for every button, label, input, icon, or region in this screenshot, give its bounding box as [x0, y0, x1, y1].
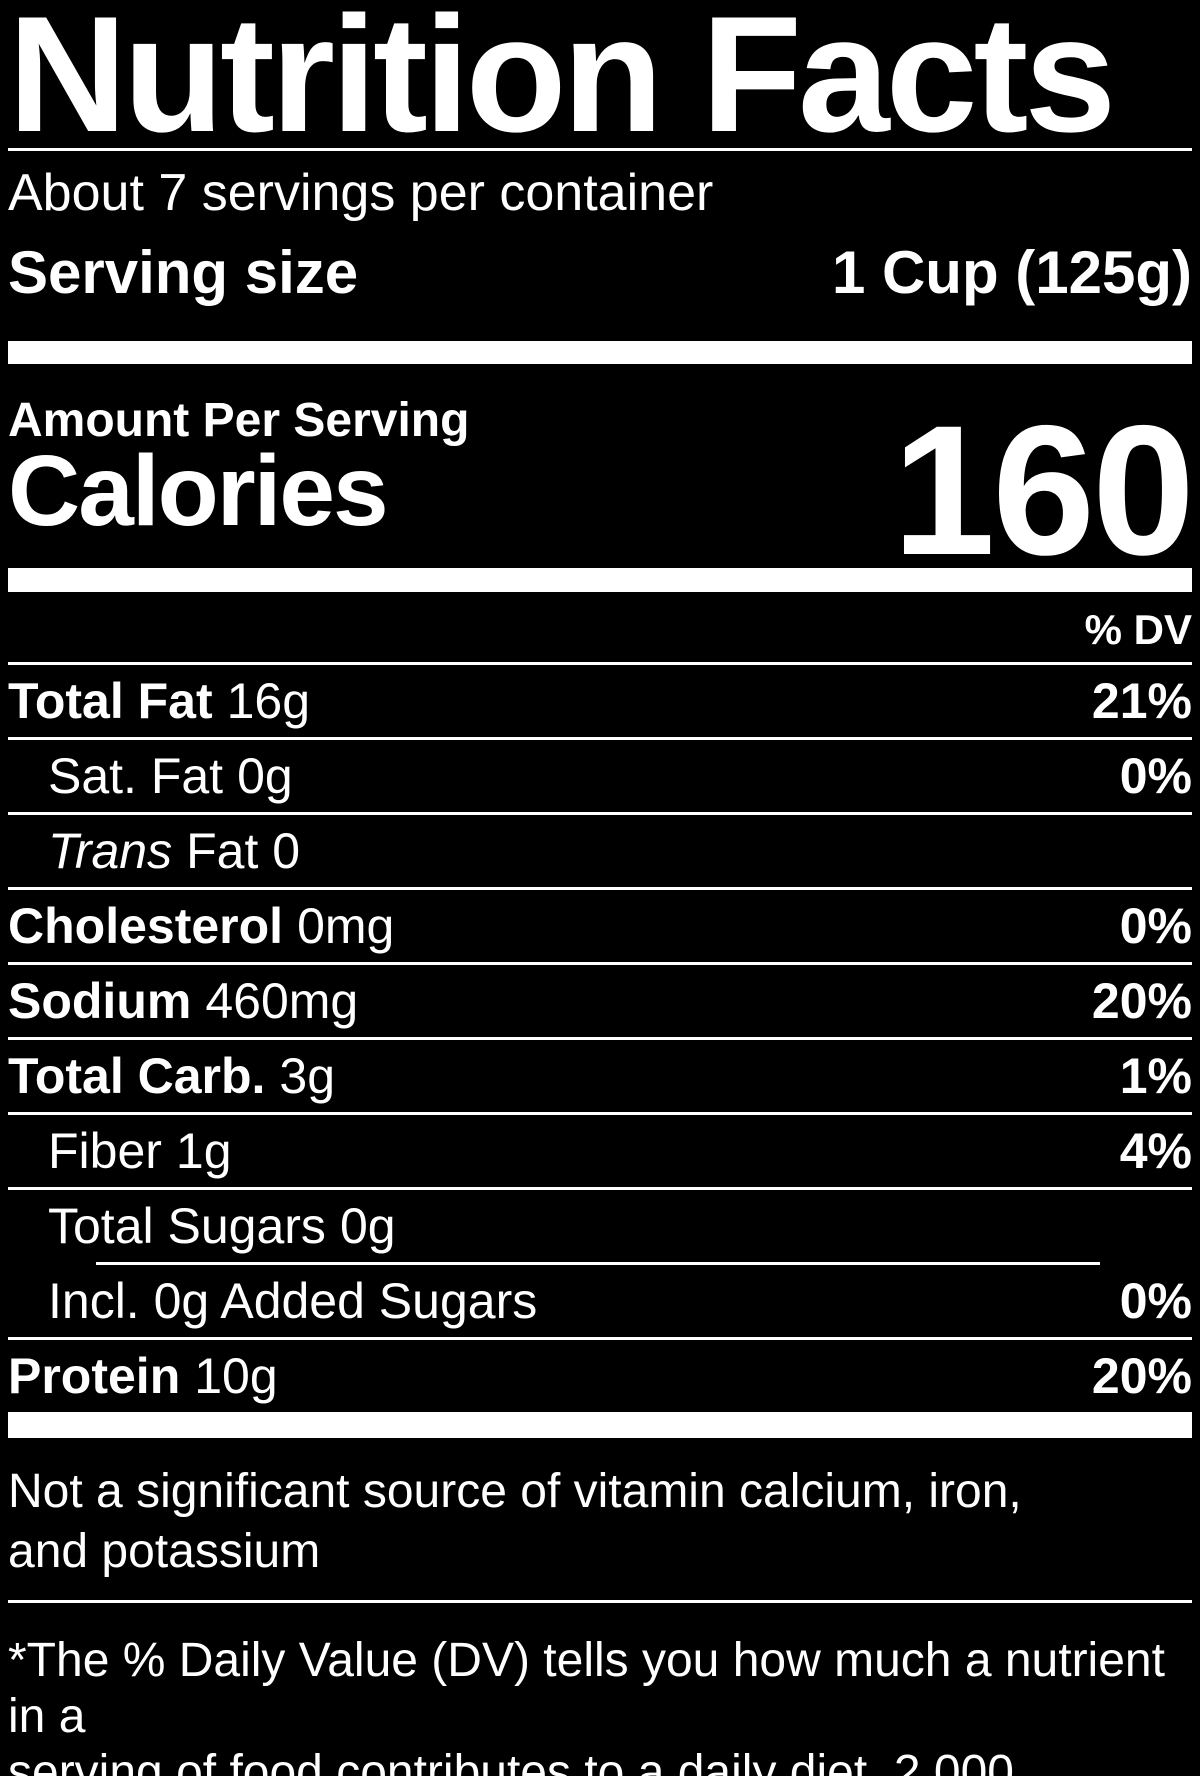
thick-separator-top: [8, 341, 1192, 364]
daily-value-header: % DV: [8, 592, 1192, 665]
nutrient-name: Incl. 0g Added Sugars: [48, 1273, 538, 1329]
label-title: Nutrition Facts: [8, 0, 1116, 148]
footnote-line-2: serving of food contributes to a daily d…: [8, 1746, 1014, 1776]
daily-value-footnote: *The % Daily Value (DV) tells you how mu…: [8, 1633, 1192, 1776]
thick-separator-bottom: [8, 1412, 1192, 1438]
nutrient-amount: 3g: [279, 1048, 336, 1104]
nutrient-name: Sodium: [8, 973, 192, 1029]
indented-separator: [96, 1262, 1100, 1265]
insignificant-note-line-1: Not a significant source of vitamin calc…: [8, 1465, 1022, 1518]
nutrient-amount: 0g: [237, 748, 293, 804]
nutrient-name: Total Sugars: [48, 1198, 326, 1254]
nutrient-amount: 0mg: [297, 898, 395, 954]
nutrient-row-sodium: Sodium 460mg 20%: [8, 965, 1192, 1040]
nutrient-dv: 4%: [1119, 1123, 1192, 1179]
serving-size-row: Serving size 1 Cup (125g): [8, 243, 1192, 303]
nutrient-row-fiber: Fiber 1g 4%: [8, 1115, 1192, 1190]
nutrient-amount: 16g: [226, 673, 311, 729]
serving-size-label: Serving size: [8, 239, 359, 306]
nutrient-name: Sat. Fat: [48, 748, 224, 804]
insignificant-source-note: Not a significant source of vitamin calc…: [8, 1462, 1192, 1582]
nutrient-row-total-sugars: Total Sugars 0g: [8, 1190, 1192, 1262]
nutrient-row-trans-fat: Trans Fat 0: [8, 815, 1192, 890]
nutrient-name: Total Fat: [8, 673, 213, 729]
nutrient-row-added-sugars: Incl. 0g Added Sugars 0%: [8, 1265, 1192, 1340]
nutrient-dv: 20%: [1091, 973, 1192, 1029]
servings-per-container: About 7 servings per container: [8, 164, 714, 222]
nutrient-amount: 1g: [175, 1123, 232, 1179]
nutrient-dv: 0%: [1119, 1273, 1192, 1329]
calories-value: 160: [892, 388, 1195, 594]
nutrient-name: Protein: [8, 1348, 181, 1404]
footnote-line-1: *The % Daily Value (DV) tells you how mu…: [8, 1634, 1165, 1743]
nutrient-row-protein: Protein 10g 20%: [8, 1340, 1192, 1412]
nutrient-amount: 0g: [339, 1198, 396, 1254]
title-separator: [8, 148, 1192, 151]
nutrient-name: Trans: [48, 823, 173, 879]
nutrient-row-total-fat: Total Fat 16g 21%: [8, 665, 1192, 740]
nutrient-dv: 0%: [1119, 748, 1192, 804]
nutrient-row-total-carb: Total Carb. 3g 1%: [8, 1040, 1192, 1115]
nutrient-amount: Fat 0: [186, 823, 301, 879]
nutrient-dv: 0%: [1119, 898, 1192, 954]
nutrient-amount: 10g: [194, 1348, 278, 1404]
nutrient-name: Fiber: [48, 1123, 162, 1179]
nutrient-dv: 20%: [1091, 1348, 1192, 1404]
nutrient-row-cholesterol: Cholesterol 0mg 0%: [8, 890, 1192, 965]
nutrient-dv: 1%: [1119, 1048, 1192, 1104]
calories-row: Calories 160: [8, 388, 1195, 594]
amount-per-serving: Amount Per Serving: [8, 394, 470, 447]
nutrient-name: Total Carb.: [8, 1048, 266, 1104]
thick-separator-calories: [8, 568, 1192, 592]
nutrient-dv: 21%: [1091, 673, 1192, 729]
nutrient-amount: 460mg: [205, 973, 359, 1029]
calories-label: Calories: [8, 435, 389, 547]
insignificant-note-line-2: and potassium: [8, 1525, 321, 1578]
footnote-separator: [8, 1600, 1192, 1603]
serving-size-value: 1 Cup (125g): [831, 239, 1192, 306]
nutrient-name: Cholesterol: [8, 898, 284, 954]
nutrient-row-sat-fat: Sat. Fat 0g 0%: [8, 740, 1192, 815]
